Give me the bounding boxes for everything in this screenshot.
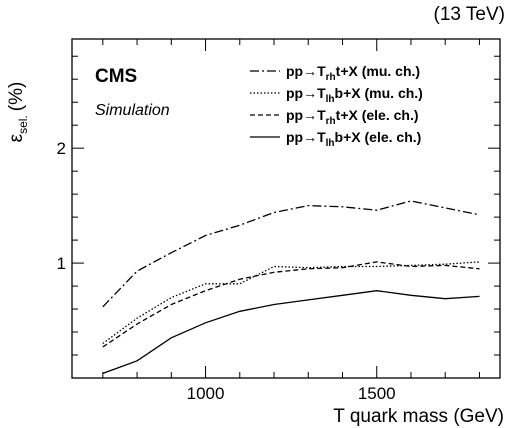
- x-tick-label: 1000: [187, 384, 225, 403]
- y-tick-label: 2: [57, 139, 66, 158]
- series-line-1: [102, 200, 480, 308]
- y-axis-unit: (%): [6, 82, 27, 112]
- y-axis-subscript: sel.: [16, 115, 30, 134]
- experiment-label: CMS: [95, 66, 137, 87]
- y-axis-title: εsel. (%): [6, 82, 30, 143]
- y-tick-label: 1: [57, 254, 66, 273]
- legend-entry-3: pp→Trht+X (ele. ch.): [286, 107, 419, 127]
- axis-ticks: [72, 39, 500, 378]
- series-line-3: [102, 261, 480, 348]
- plot-frame: [71, 38, 501, 379]
- energy-label: (13 TeV): [434, 4, 505, 25]
- simulation-label: Simulation: [95, 102, 170, 119]
- y-axis-symbol: ε: [6, 133, 27, 142]
- legend-entry-2: pp→Tlhb+X (mu. ch.): [286, 85, 423, 105]
- series-line-4: [102, 290, 480, 375]
- legend: pp→Trht+X (mu. ch.)pp→Tlhb+X (mu. ch.)pp…: [250, 63, 423, 149]
- x-tick-label: 1500: [358, 384, 396, 403]
- legend-entry-4: pp→Tlhb+X (ele. ch.): [286, 129, 421, 149]
- x-axis-title: T quark mass (GeV): [333, 406, 504, 427]
- series-lines: [102, 200, 480, 375]
- axis-tick-labels: 1000 1500 1 2: [57, 139, 396, 403]
- legend-entry-1: pp→Trht+X (mu. ch.): [286, 63, 420, 83]
